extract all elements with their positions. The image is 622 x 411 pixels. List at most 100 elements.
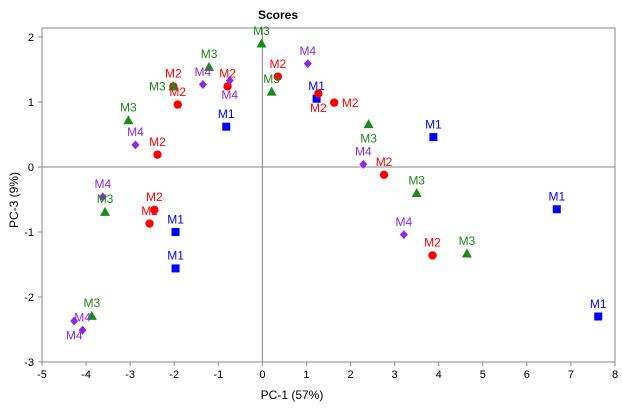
point-label: M2 xyxy=(141,204,158,218)
point-label: M4 xyxy=(221,88,238,102)
triangle-marker-M3 xyxy=(461,248,472,258)
y-tick-label: 1 xyxy=(28,97,34,109)
x-tick-label: -4 xyxy=(81,369,91,381)
diamond-marker-M4 xyxy=(198,79,207,89)
square-marker-M1 xyxy=(552,205,561,214)
diamond-marker-M4 xyxy=(70,316,79,326)
point-label: M4 xyxy=(127,125,144,139)
point-label: M3 xyxy=(149,80,166,94)
x-tick-label: 5 xyxy=(480,369,486,381)
triangle-marker-M3 xyxy=(123,115,134,125)
triangle-marker-M3 xyxy=(363,119,374,129)
triangle-marker-M3 xyxy=(100,206,111,216)
chart-title: Scores xyxy=(258,8,298,22)
point-label: M3 xyxy=(83,296,100,310)
y-tick-label: -3 xyxy=(24,357,34,369)
point-label: M3 xyxy=(97,192,114,206)
circle-marker-M2 xyxy=(150,205,159,215)
point-label: M1 xyxy=(308,79,325,93)
x-tick-label: 1 xyxy=(303,369,309,381)
diamond-marker-M4 xyxy=(131,140,140,150)
point-label: M2 xyxy=(165,67,182,81)
point-label: M3 xyxy=(263,72,280,86)
diamond-marker-M4 xyxy=(225,76,234,86)
circle-marker-M2 xyxy=(314,89,323,98)
point-label: M1 xyxy=(167,249,184,263)
point-label: M1 xyxy=(590,297,607,311)
point-label: M2 xyxy=(269,57,286,71)
triangle-marker-M3 xyxy=(411,188,422,197)
x-tick-label: -1 xyxy=(213,369,223,381)
triangle-marker-M3 xyxy=(204,61,215,71)
x-axis-label: PC-1 (57%) xyxy=(261,388,324,402)
x-tick-label: -5 xyxy=(37,369,47,381)
diamond-marker-M4 xyxy=(98,192,107,202)
point-label: M2 xyxy=(310,101,327,115)
square-marker-M1 xyxy=(594,312,603,321)
x-tick-label: 8 xyxy=(612,369,618,381)
point-label: M3 xyxy=(360,131,377,145)
x-tick-label: 7 xyxy=(568,369,574,381)
point-label: M4 xyxy=(195,65,212,79)
point-label: M2 xyxy=(424,236,441,250)
point-label: M1 xyxy=(548,190,565,204)
point-label: M4 xyxy=(396,215,413,229)
y-tick-label: 0 xyxy=(28,162,34,174)
data-points xyxy=(70,38,603,335)
circle-marker-M2 xyxy=(153,150,162,159)
point-label: M2 xyxy=(376,155,393,169)
point-label: M3 xyxy=(253,24,270,38)
diamond-marker-M4 xyxy=(359,159,368,169)
x-tick-label: 2 xyxy=(347,369,353,381)
point-label: M4 xyxy=(94,177,111,191)
diamond-marker-M4 xyxy=(303,59,312,69)
point-label: M4 xyxy=(299,44,316,58)
triangle-marker-M3 xyxy=(266,86,277,96)
x-tick-label: -2 xyxy=(169,369,179,381)
point-label: M4 xyxy=(66,328,83,342)
point-label: M2 xyxy=(342,96,359,110)
point-label: M3 xyxy=(201,47,218,61)
circle-marker-M2 xyxy=(428,251,437,260)
y-tick-label: -2 xyxy=(24,292,34,304)
x-tick-label: 6 xyxy=(524,369,530,381)
square-marker-M1 xyxy=(222,122,231,131)
circle-marker-M2 xyxy=(145,219,154,228)
point-label: M1 xyxy=(167,212,184,226)
point-label: M3 xyxy=(408,173,425,187)
point-label: M1 xyxy=(218,107,235,121)
point-label: M3 xyxy=(459,234,476,248)
point-label: M2 xyxy=(146,190,163,204)
x-tick-label: -3 xyxy=(125,369,135,381)
plot-frame xyxy=(41,27,616,363)
diamond-marker-M4 xyxy=(78,325,87,335)
square-marker-M1 xyxy=(429,133,438,142)
point-label: M1 xyxy=(425,117,442,131)
x-tick-label: 4 xyxy=(436,369,442,381)
circle-marker-M2 xyxy=(379,170,389,179)
x-tick-label: 0 xyxy=(259,369,265,381)
triangle-marker-M3 xyxy=(256,38,267,48)
circle-marker-M2 xyxy=(173,100,182,109)
triangle-marker-M3 xyxy=(86,310,97,320)
square-marker-M1 xyxy=(171,264,180,273)
axes: -5 -4 -3 -2 -1 0 1 2 3 4 5 6 7 8 -3 -2 -1 0 1 2 xyxy=(24,27,618,381)
point-label: M4 xyxy=(355,145,372,159)
point-label: M4 xyxy=(74,310,91,324)
point-label: M2 xyxy=(149,135,166,149)
square-marker-M1 xyxy=(312,94,321,103)
y-axis-label: PC-3 (9%) xyxy=(7,172,21,228)
circle-marker-M2 xyxy=(330,98,339,107)
triangle-marker-M3 xyxy=(168,81,179,91)
point-label: M2 xyxy=(219,67,236,81)
square-marker-M1 xyxy=(171,228,180,236)
diamond-marker-M4 xyxy=(399,230,408,240)
y-tick-label: -1 xyxy=(24,227,34,239)
point-label: M2 xyxy=(169,85,186,99)
x-tick-label: 3 xyxy=(392,369,398,381)
y-tick-label: 2 xyxy=(28,32,34,44)
circle-marker-M2 xyxy=(273,72,283,81)
point-label: M3 xyxy=(120,101,137,115)
